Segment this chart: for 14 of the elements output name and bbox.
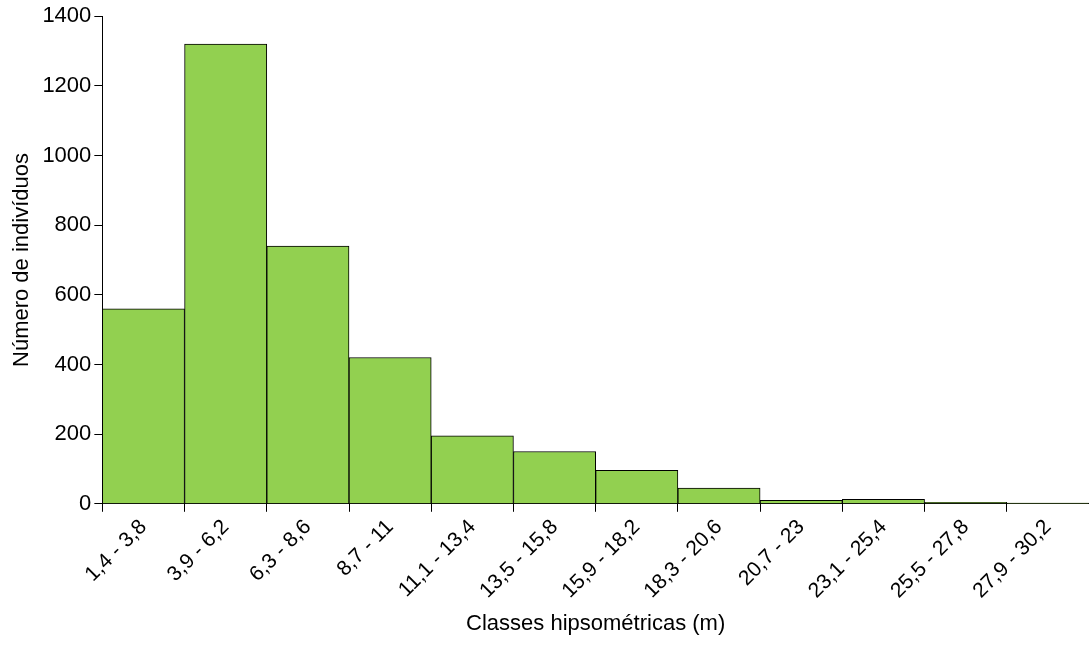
y-tick-label: 800 <box>54 211 92 237</box>
x-tick-label: 3,9 - 6,2 <box>161 514 233 586</box>
x-axis-title: Classes hipsométricas (m) <box>466 609 726 635</box>
y-tick-label: 1000 <box>42 141 92 167</box>
x-tick-label: 6,3 - 8,6 <box>244 514 315 586</box>
y-tick-label: 1400 <box>42 2 92 28</box>
y-tick-label: 400 <box>54 350 92 376</box>
y-tick-label: 1200 <box>42 71 92 97</box>
y-tick-label: 200 <box>54 420 92 446</box>
y-axis-title: Número de indivíduos <box>8 152 34 367</box>
y-tick-label: 600 <box>54 280 92 306</box>
x-tick-label: 1,4 - 3,8 <box>79 514 151 586</box>
y-tick-label: 0 <box>79 489 92 515</box>
x-tick-label: 8,7 - 11 <box>331 514 398 580</box>
